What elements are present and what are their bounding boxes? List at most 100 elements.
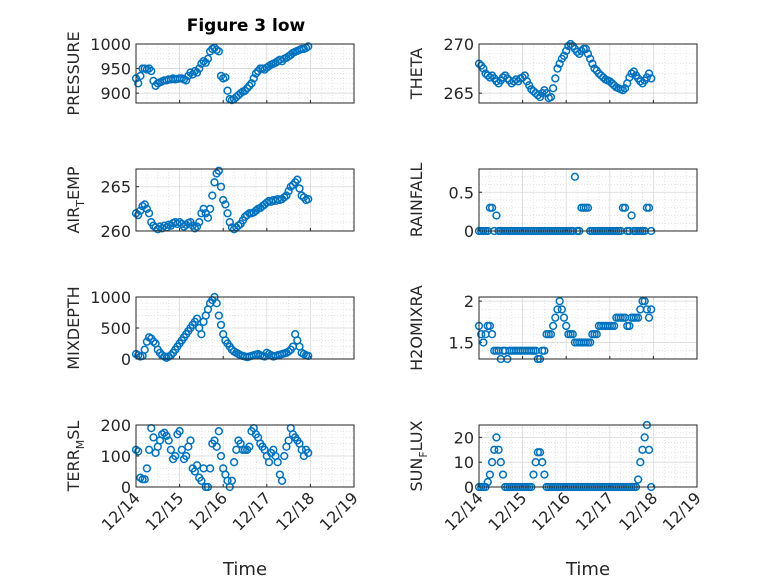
x-axis-label: Time <box>222 559 267 580</box>
data-point <box>284 436 293 445</box>
data-point <box>297 191 306 200</box>
data-point <box>205 204 215 214</box>
data-point <box>546 92 556 102</box>
data-point <box>494 445 503 454</box>
x-axis-label: Time <box>565 559 610 580</box>
y-tick-label: 265 <box>100 178 131 197</box>
data-point <box>492 77 501 86</box>
data-point <box>216 71 226 81</box>
y-tick-label: 1000 <box>90 35 131 54</box>
data-point <box>592 330 601 339</box>
data-point <box>144 64 154 73</box>
data-point <box>192 314 202 323</box>
data-point <box>264 458 274 467</box>
data-point <box>564 41 573 51</box>
y-axis-label: RAINFALL <box>407 163 426 238</box>
data-point <box>535 448 545 457</box>
data-point <box>498 73 508 82</box>
data-point <box>175 427 184 436</box>
data-point <box>633 313 643 322</box>
data-point <box>487 330 497 339</box>
data-point <box>181 451 191 461</box>
data-point <box>620 84 630 93</box>
data-point <box>243 84 252 93</box>
data-point <box>216 451 226 461</box>
data-point <box>136 71 145 81</box>
data-point <box>588 59 597 68</box>
axes-box <box>478 296 698 360</box>
data-point <box>197 209 206 218</box>
data-point <box>562 321 571 331</box>
data-point <box>223 86 232 95</box>
y-tick-label: 0 <box>121 478 131 497</box>
y-axis-label: H2OMIXRA <box>407 285 426 371</box>
data-point <box>590 64 599 73</box>
data-point <box>245 442 254 451</box>
data-point <box>644 313 654 322</box>
data-point <box>477 330 486 339</box>
data-point <box>583 203 593 212</box>
data-point <box>640 296 649 306</box>
data-point <box>540 346 549 355</box>
data-point <box>636 458 645 467</box>
data-point <box>496 458 505 467</box>
axes-box <box>478 168 698 232</box>
data-point <box>223 209 232 218</box>
data-point <box>142 204 152 214</box>
subplot-air-temp: 260 265 AIRTEMP <box>64 166 355 241</box>
data-point <box>286 182 295 191</box>
data-point <box>551 74 560 83</box>
data-point <box>273 458 282 467</box>
data-point <box>553 64 562 73</box>
data-point <box>562 46 571 56</box>
data-point <box>644 445 654 454</box>
data-point <box>203 213 213 222</box>
data-point <box>192 461 202 470</box>
data-point <box>586 54 595 63</box>
data-point <box>627 69 636 78</box>
y-tick-label: 500 <box>100 319 131 338</box>
data-point <box>586 338 595 347</box>
data-point <box>555 296 564 306</box>
data-point <box>553 305 562 314</box>
y-axis-label: TERRMSL <box>64 421 87 493</box>
data-point <box>557 305 566 314</box>
y-axis-label: MIXDEPTH <box>64 286 83 369</box>
data-point <box>251 69 261 78</box>
data-point <box>162 431 171 441</box>
data-point <box>490 445 499 454</box>
y-axis-label: THETA <box>407 48 426 100</box>
y-tick-label: 265 <box>443 84 474 103</box>
data-series <box>474 39 656 103</box>
y-tick-label: 0 <box>464 478 474 497</box>
y-tick-label: 270 <box>443 35 474 54</box>
data-point <box>149 337 158 346</box>
data-point <box>492 433 501 442</box>
data-point <box>529 470 538 479</box>
data-point <box>644 69 654 78</box>
data-point <box>134 79 143 88</box>
data-point <box>177 445 186 454</box>
data-point <box>197 476 206 485</box>
y-tick-label: 100 <box>100 447 131 466</box>
data-point <box>295 184 304 193</box>
axes-box <box>135 296 355 360</box>
data-point <box>485 321 495 331</box>
data-point <box>548 321 558 331</box>
data-point <box>487 458 497 467</box>
data-point <box>140 345 149 354</box>
data-series <box>131 166 313 234</box>
data-point <box>304 448 313 458</box>
data-point <box>216 182 226 191</box>
data-series <box>474 296 656 364</box>
data-point <box>203 54 213 63</box>
subplot-rainfall: 0 0.5 RAINFALL <box>407 163 698 241</box>
y-tick-label: 260 <box>100 222 131 241</box>
data-point <box>214 47 223 56</box>
data-point <box>144 209 154 218</box>
data-point <box>627 211 636 220</box>
data-point <box>234 221 243 230</box>
axes-box <box>478 424 698 488</box>
data-point <box>644 203 654 212</box>
